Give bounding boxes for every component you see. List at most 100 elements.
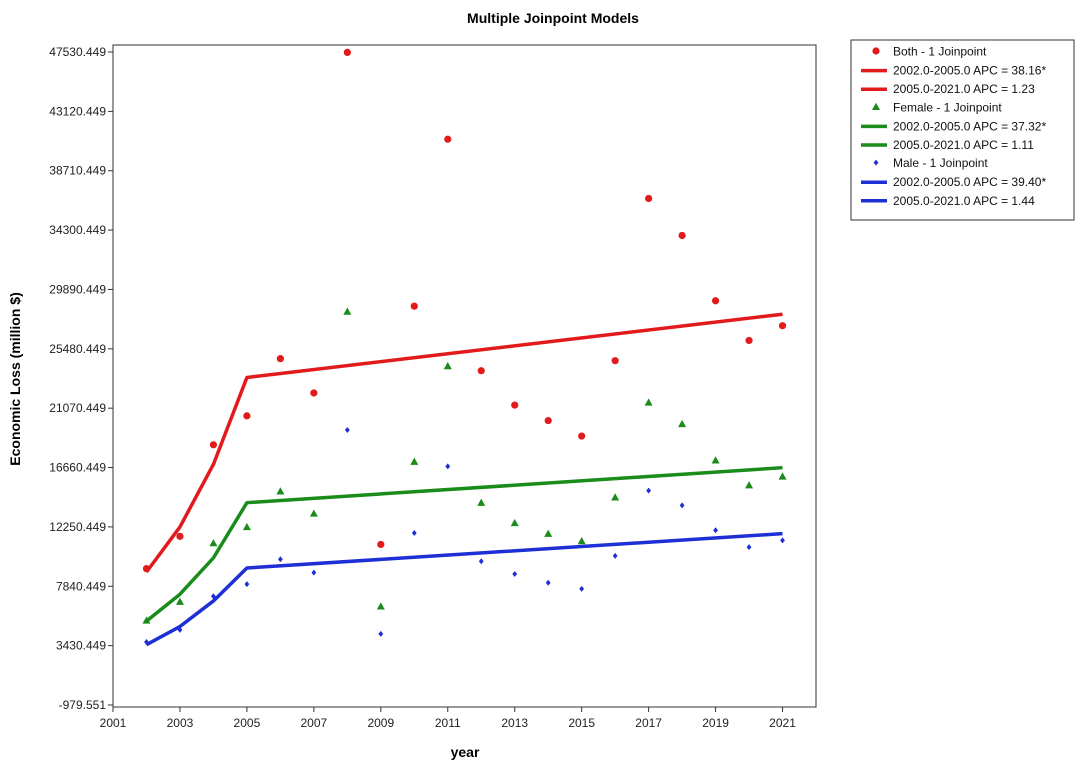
data-point-female [443,362,452,370]
data-point-both [209,441,218,449]
y-axis-title: Economic Loss (million $) [7,292,23,465]
data-point-female [142,616,151,624]
fit-line-male [145,531,783,647]
x-tick-label: 2015 [568,716,595,730]
legend-label-female: Female - 1 Joinpoint [893,100,1002,114]
data-point-female [745,481,754,489]
data-point-female [611,493,620,501]
legend-marker-both [872,47,880,55]
x-tick-label: 2005 [234,716,261,730]
data-point-male [445,463,451,470]
plot-frame [112,44,817,708]
data-point-male [177,626,183,633]
data-point-female [544,529,553,537]
legend-segment-label: 2005.0-2021.0 APC = 1.44 [893,194,1035,208]
y-tick-label: 34300.449 [49,223,106,237]
legend-segment-label: 2002.0-2005.0 APC = 37.32* [893,119,1046,133]
fit-line-female [145,465,783,623]
legend-marker-female [872,102,880,110]
data-point-both [377,540,385,549]
fit-line-both [145,312,783,574]
y-tick-label: 3430.449 [56,639,106,653]
data-point-female [678,419,687,428]
chart-title: Multiple Joinpoint Models [467,10,639,26]
data-point-both [276,355,284,363]
data-point-female [343,307,352,315]
x-axis-title: year [451,744,480,760]
x-tick-label: 2001 [100,716,127,730]
legend-label-male: Male - 1 Joinpoint [893,156,988,170]
legend-segment-label: 2002.0-2005.0 APC = 39.40* [893,175,1046,189]
data-point-both [410,302,418,310]
legend-segment-label: 2005.0-2021.0 APC = 1.11 [893,138,1034,152]
data-point-female [242,522,251,531]
data-point-male [344,426,350,433]
y-tick-label: 38710.449 [49,164,106,178]
x-tick-label: 2003 [167,716,194,730]
y-tick-label: 16660.449 [49,461,106,475]
data-point-both [745,336,753,345]
data-point-female [577,537,586,545]
data-point-male [679,502,685,509]
legend-box [850,39,1075,221]
data-point-male [512,571,518,578]
data-point-female [309,509,318,517]
data-point-female [410,457,419,465]
data-point-male [746,544,752,551]
legend-segment-label: 2002.0-2005.0 APC = 38.16* [893,64,1046,78]
data-point-male [780,537,785,544]
data-point-both [343,48,351,57]
data-point-female [477,498,486,506]
y-tick-label: 43120.449 [49,104,106,118]
data-point-male [579,585,585,592]
data-point-male [545,579,551,586]
data-point-both [645,194,653,203]
data-point-male [311,569,317,576]
x-tick-label: 2013 [501,716,528,730]
legend: Both - 1 Joinpoint 2002.0-2005.0 APC = 38… [850,39,1075,221]
x-tick-label: 2021 [769,716,796,730]
x-tick-label: 2011 [435,716,461,730]
y-tick-label: 25480.449 [49,342,106,356]
data-point-female [711,456,720,464]
y-tick-label: 21070.449 [49,401,106,415]
y-tick-label: 29890.449 [49,282,106,296]
y-tick-label: 7840.449 [56,579,106,593]
x-tick-label: 2017 [635,716,662,730]
legend-marker-male [873,159,879,166]
data-point-female [778,472,787,480]
data-point-male [478,558,484,565]
data-point-female [209,539,218,547]
legend-segment-label: 2005.0-2021.0 APC = 1.23 [893,82,1035,96]
data-point-female [376,602,385,610]
x-tick-label: 2009 [367,716,394,730]
data-point-both [711,297,720,305]
data-point-both [310,389,318,397]
data-points [142,48,787,646]
data-point-both [142,565,151,573]
data-point-female [175,597,184,605]
data-point-both [578,432,586,440]
x-tick-label: 2019 [702,716,729,730]
data-point-both [444,135,452,143]
data-point-female [644,398,653,406]
data-point-male [144,639,149,646]
data-point-female [510,518,519,527]
data-point-both [511,401,519,409]
data-point-both [477,367,485,375]
data-point-male [244,581,250,588]
data-point-both [778,322,787,330]
y-tick-label: -979.551 [59,698,107,712]
data-point-male [612,552,618,559]
data-point-both [243,412,251,420]
data-point-male [211,593,216,600]
data-point-both [176,532,184,540]
y-tick-label: 12250.449 [49,520,106,534]
x-tick-label: 2007 [301,716,328,730]
axis-ticks: 2001 2003 2005 2007 2009 2011 2013 2015 2017 2019… [49,45,796,730]
data-point-male [713,527,718,534]
y-tick-label: 47530.449 [49,45,106,59]
data-point-male [378,630,384,637]
data-point-both [544,416,552,425]
data-point-male [646,487,652,494]
